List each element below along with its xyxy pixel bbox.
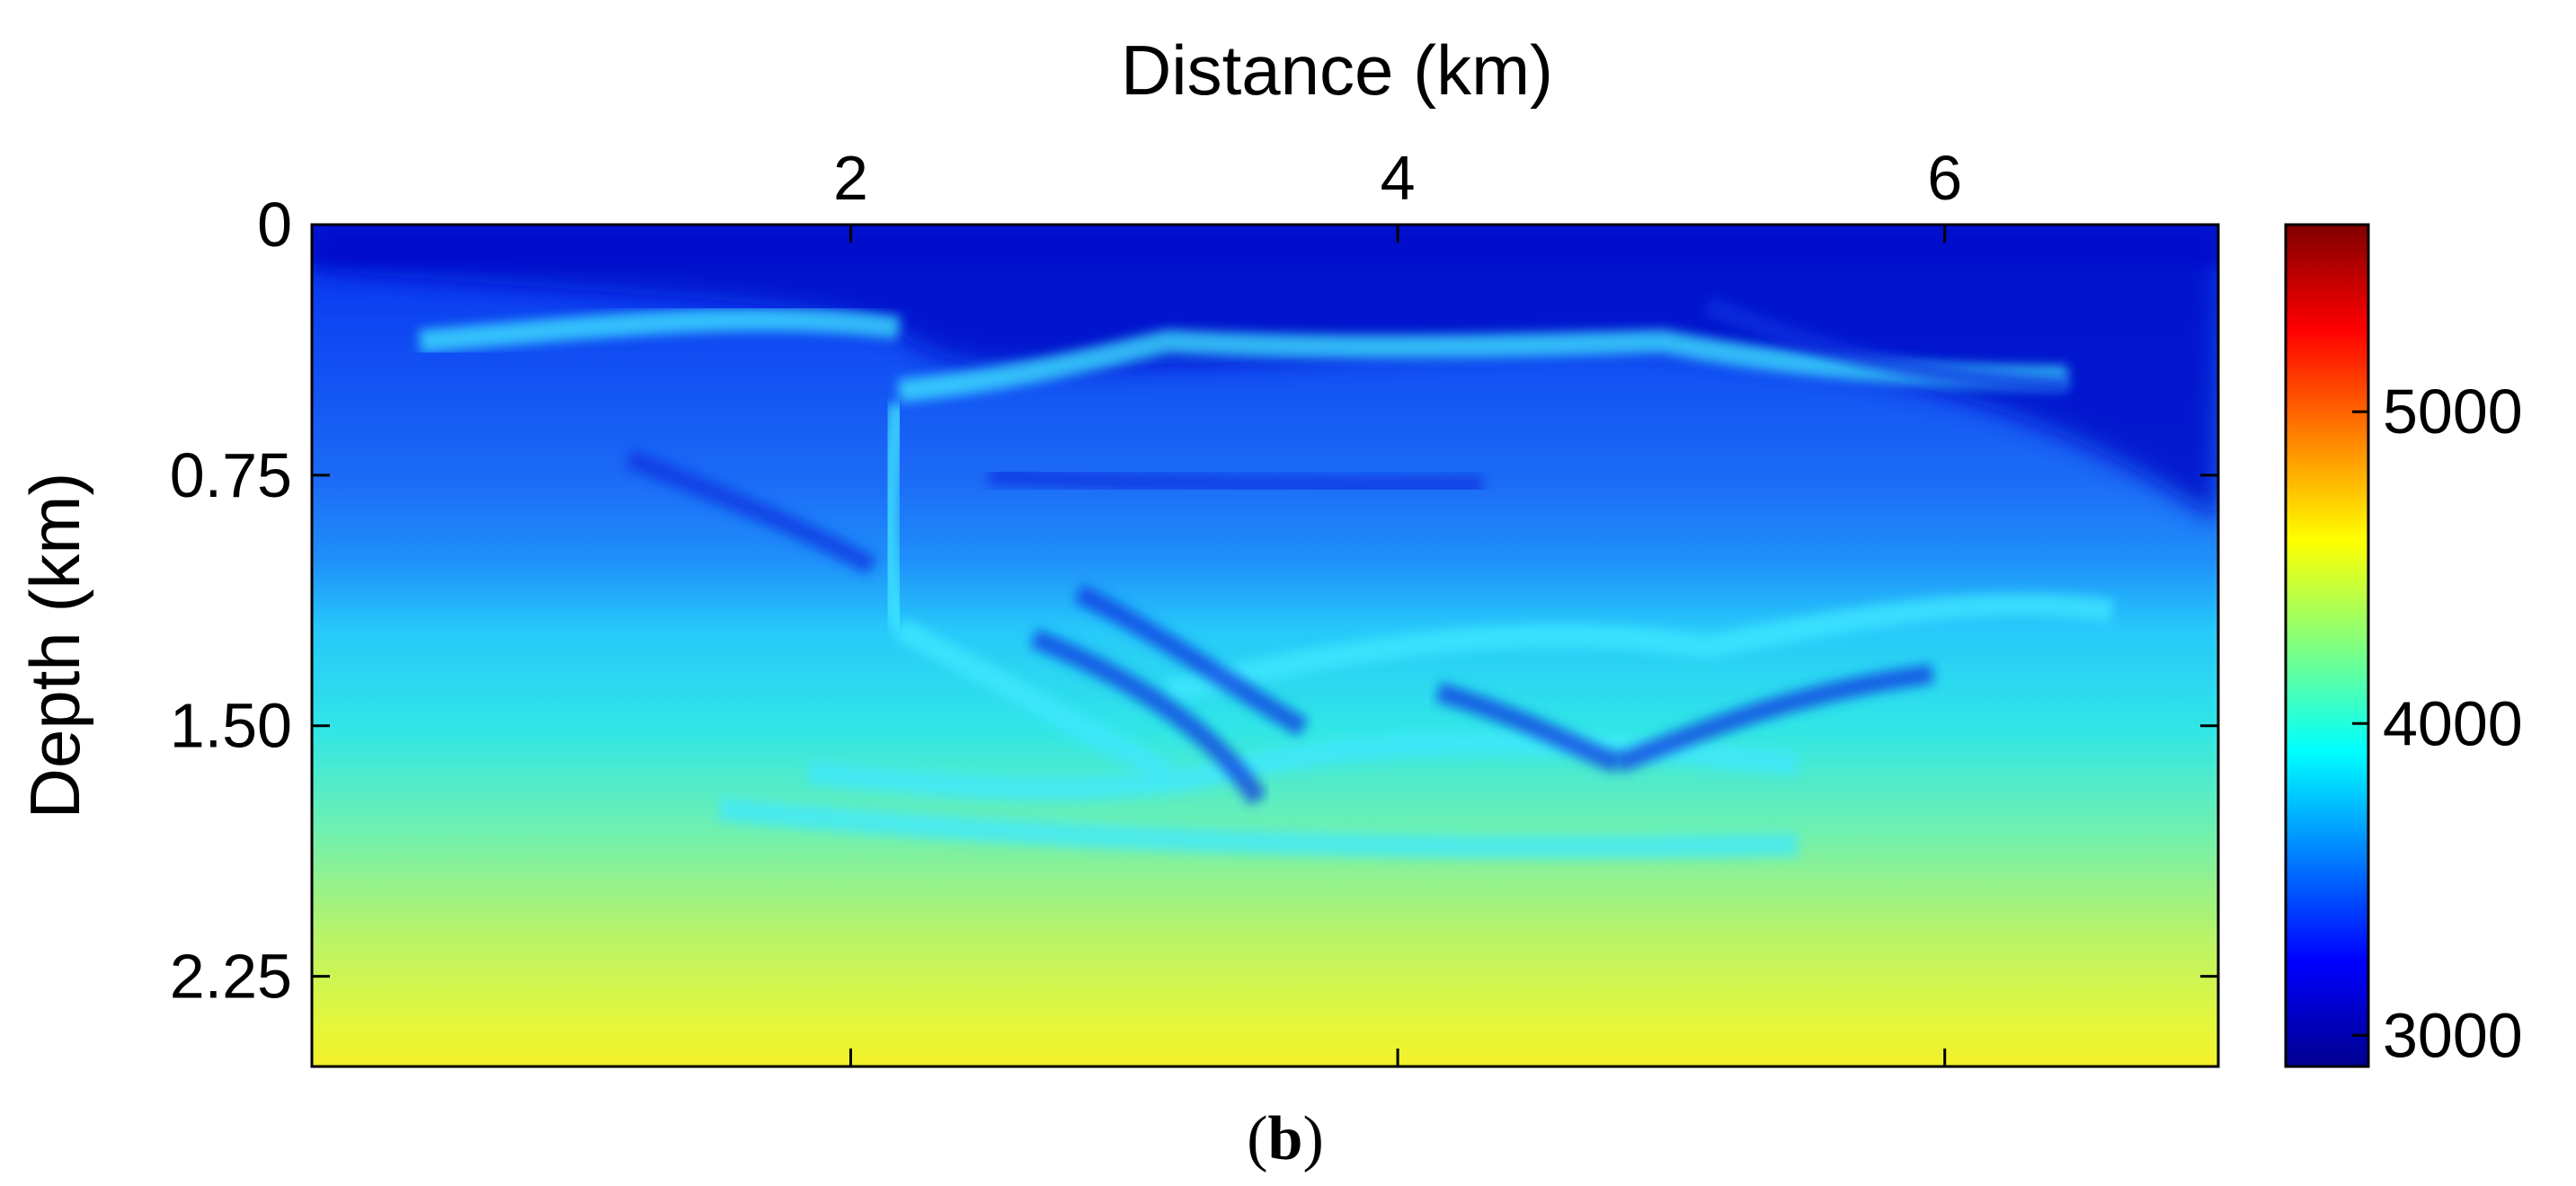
reflector-bright xyxy=(717,797,1799,859)
colorbar-tick-label: 3000 xyxy=(2383,1000,2523,1070)
velocity-heatmap xyxy=(312,225,2218,1067)
reflector-dark xyxy=(1613,664,1934,774)
hot-spot xyxy=(351,1031,638,1067)
reflector-bright xyxy=(897,329,2068,403)
hot-spot xyxy=(827,1022,1007,1067)
reflector-dark xyxy=(1703,296,2068,396)
y-axis-ticks: 0 0.75 1.50 2.25 xyxy=(170,190,2218,1012)
figure-caption: (b) xyxy=(1247,1104,1324,1173)
caption-label: b xyxy=(1268,1104,1303,1173)
y-axis-label: Depth (km) xyxy=(15,473,94,819)
reflector-bright xyxy=(1165,593,2114,704)
reflector-bright xyxy=(418,307,901,353)
colorbar xyxy=(2284,223,2370,1068)
y-tick-label: 0 xyxy=(257,190,292,260)
reflector-dark xyxy=(1029,628,1267,805)
y-tick-label: 2.25 xyxy=(170,942,292,1012)
reflector-bright xyxy=(876,403,910,632)
reflector-bright xyxy=(893,618,1174,783)
x-axis-label: Distance (km) xyxy=(1121,31,1553,110)
y-tick-label: 0.75 xyxy=(170,440,292,510)
colorbar-ticks: 3000 4000 5000 xyxy=(2352,376,2523,1070)
colorbar-tick-label: 5000 xyxy=(2383,376,2523,447)
shallow-layer xyxy=(312,225,2218,521)
reflector-dark xyxy=(1435,682,1622,774)
x-axis-ticks: 2 4 6 xyxy=(833,143,1962,1067)
colorbar-tick-label: 4000 xyxy=(2383,688,2523,758)
reflector-dark xyxy=(625,448,877,575)
y-tick-label: 1.50 xyxy=(170,691,292,761)
reflector-dark xyxy=(988,466,1484,495)
plot-frame xyxy=(310,223,2220,1068)
hot-spot xyxy=(1447,1031,1609,1067)
x-tick-label: 4 xyxy=(1381,143,1416,213)
reflector-dark xyxy=(1074,584,1309,737)
x-tick-label: 2 xyxy=(833,143,868,213)
x-tick-label: 6 xyxy=(1927,143,1962,213)
